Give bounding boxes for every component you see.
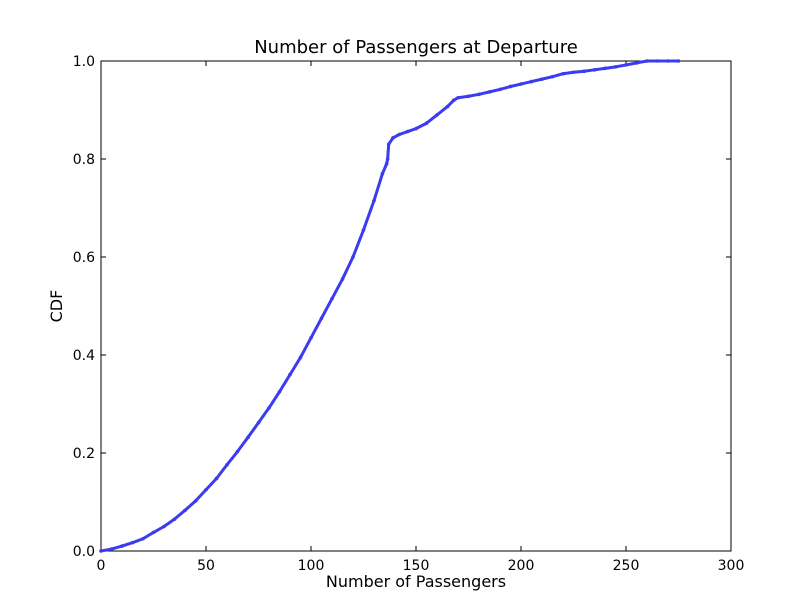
cdf-series-point <box>235 449 240 454</box>
cdf-series-point <box>351 255 355 259</box>
cdf-series-point <box>676 59 681 63</box>
cdf-series-point <box>225 462 229 467</box>
y-tick-label: 0.4 <box>73 348 95 364</box>
y-ticks: 0.0 0.2 0.4 0.6 0.8 1.0 <box>73 54 731 560</box>
cdf-series-point <box>120 544 124 548</box>
y-tick-label: 0.0 <box>73 544 95 560</box>
cdf-series-point <box>582 69 586 74</box>
cdf-series-point <box>456 95 460 100</box>
cdf-series-point <box>634 61 639 65</box>
y-tick-label: 1.0 <box>73 54 95 70</box>
cdf-series-point <box>384 162 389 166</box>
cdf-series-point <box>624 63 628 67</box>
x-tick-label: 150 <box>403 558 430 574</box>
x-axis-label: Number of Passengers <box>326 572 506 591</box>
cdf-series-point <box>405 129 410 134</box>
cdf-series-point <box>477 92 481 97</box>
cdf-series-point <box>498 87 502 92</box>
x-tick-label: 300 <box>718 558 745 574</box>
cdf-series-point <box>666 59 670 63</box>
cdf-series-point <box>340 277 345 281</box>
cdf-series-point <box>519 82 523 86</box>
cdf-series-point <box>386 142 391 147</box>
cdf-series-point <box>204 487 208 492</box>
cdf-series-point <box>397 132 402 137</box>
y-tick-label: 0.8 <box>73 152 95 168</box>
cdf-series-point <box>540 77 544 81</box>
cdf-series-point <box>309 336 313 340</box>
cdf-series-point <box>162 524 166 529</box>
cdf-series-point <box>99 549 103 553</box>
cdf-series-point <box>256 420 261 425</box>
cdf-series-point <box>435 113 439 117</box>
cdf-series-point <box>603 66 607 71</box>
cdf-series-point <box>655 59 660 63</box>
chart-title: Number of Passengers at Departure <box>254 37 578 58</box>
cdf-series-point <box>561 71 565 76</box>
cdf-series-point <box>613 65 618 69</box>
cdf-series-point <box>319 316 324 321</box>
cdf-series-point <box>380 171 385 176</box>
series-layer <box>99 59 681 553</box>
cdf-series-point <box>246 435 250 440</box>
cdf-series-point <box>172 517 177 521</box>
cdf-series-point <box>330 296 334 301</box>
cdf-series-point <box>571 70 576 75</box>
cdf-series-point <box>452 98 456 102</box>
cdf-series-point <box>414 126 418 131</box>
x-tick-label: 100 <box>298 558 325 574</box>
cdf-series-point <box>508 84 513 89</box>
cdf-series-point <box>550 74 555 79</box>
cdf-series-point <box>193 499 198 503</box>
cdf-series-point <box>183 508 187 513</box>
cdf-series-point <box>391 136 395 140</box>
y-axis-label: CDF <box>47 290 66 323</box>
cdf-series-point <box>267 406 271 410</box>
x-tick-label: 250 <box>613 558 640 574</box>
cdf-series-point <box>645 59 649 63</box>
cdf-series-point <box>151 530 156 535</box>
x-tick-label: 0 <box>97 558 106 574</box>
cdf-series-point <box>277 389 282 394</box>
cdf-series-point <box>487 90 492 94</box>
cdf-series-point <box>130 540 135 545</box>
cdf-series-point <box>466 94 471 99</box>
cdf-series-point <box>141 536 145 541</box>
cdf-series-point <box>109 547 114 551</box>
cdf-series-point <box>298 355 303 360</box>
cdf-series-point <box>592 68 597 72</box>
cdf-series-point <box>385 157 390 161</box>
cdf-series-point <box>424 121 429 126</box>
y-tick-label: 0.2 <box>73 446 95 462</box>
cdf-series-point <box>361 228 366 232</box>
cdf-series-point <box>214 476 219 481</box>
cdf-series-point <box>529 79 534 84</box>
cdf-series-point <box>372 198 376 203</box>
cdf-series-point <box>445 104 450 109</box>
cdf-series-point <box>288 372 292 377</box>
y-tick-label: 0.6 <box>73 250 95 266</box>
x-tick-label: 50 <box>197 558 215 574</box>
x-tick-label: 200 <box>508 558 535 574</box>
x-ticks: 0 50 100 150 200 250 300 <box>97 61 745 574</box>
